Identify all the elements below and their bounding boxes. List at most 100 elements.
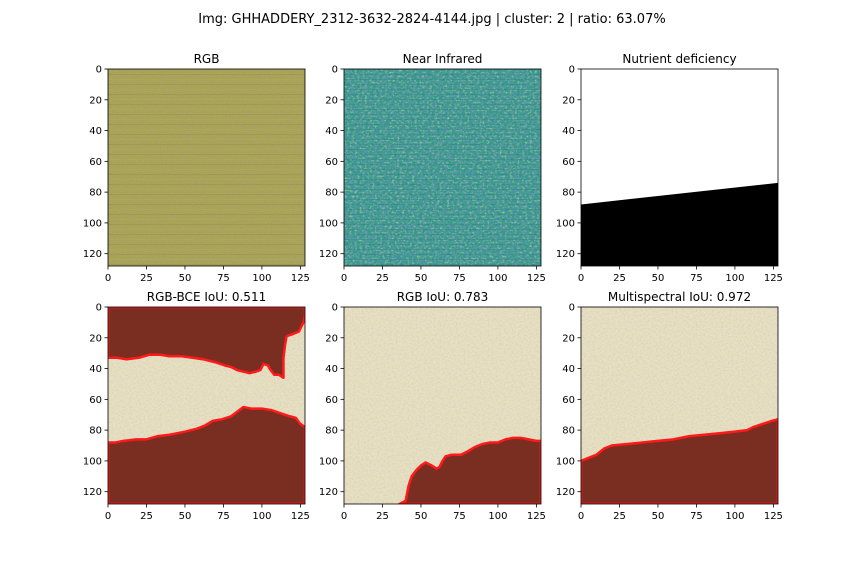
y-tick-label: 60: [562, 157, 575, 168]
y-tick-label: 60: [89, 157, 102, 168]
panel-image: [108, 307, 305, 504]
x-tick-label: 75: [453, 511, 466, 522]
y-tick-label: 20: [89, 333, 102, 344]
y-tick-label: 100: [319, 456, 338, 467]
y-tick-label: 80: [562, 426, 575, 437]
panel-3: Nutrient deficiency 0 25 50 75 100 125 0 20 40 60 8…: [556, 52, 783, 284]
figure-title: Img: GHHADDERY_2312-3632-2824-4144.jpg |…: [198, 12, 665, 27]
axes-frame: [343, 68, 542, 267]
y-tick-label: 0: [332, 303, 338, 314]
x-tick-label: 125: [291, 511, 310, 522]
y-tick-label: 20: [562, 333, 575, 344]
x-tick-label: 0: [578, 511, 584, 522]
y-tick-label: 60: [89, 395, 102, 406]
x-tick-label: 50: [179, 511, 192, 522]
axes-frame: [107, 68, 306, 267]
x-tick-label: 25: [613, 511, 626, 522]
y-tick-label: 40: [325, 364, 338, 375]
x-tick-label: 125: [764, 511, 783, 522]
predicted-region: [398, 436, 541, 504]
x-tick-label: 25: [613, 273, 626, 284]
deficiency-region: [581, 182, 778, 266]
panel-4: RGB-BCE IoU: 0.511 0 25 50 75 100 125 0 20 40 60 80…: [83, 290, 310, 522]
x-tick-label: 125: [527, 273, 546, 284]
y-tick-label: 80: [562, 188, 575, 199]
y-tick-label: 0: [96, 303, 102, 314]
x-tick-label: 25: [140, 511, 153, 522]
y-tick-label: 120: [556, 249, 575, 260]
y-tick-label: 120: [83, 249, 102, 260]
x-tick-label: 100: [488, 511, 507, 522]
y-tick-label: 100: [83, 218, 102, 229]
panel-6: Multispectral IoU: 0.972 0 25 50 75 100 125 0 20…: [556, 290, 783, 522]
y-tick-label: 120: [319, 487, 338, 498]
panel-title: RGB: [194, 52, 220, 66]
y-tick-label: 0: [332, 65, 338, 76]
x-tick-label: 0: [341, 511, 347, 522]
y-tick-label: 40: [562, 126, 575, 137]
y-tick-label: 40: [89, 126, 102, 137]
x-tick-label: 50: [652, 273, 665, 284]
y-tick-label: 40: [89, 364, 102, 375]
x-tick-label: 100: [488, 273, 507, 284]
y-tick-label: 40: [562, 364, 575, 375]
panel-image: [581, 69, 778, 266]
x-tick-label: 50: [415, 511, 428, 522]
panel-title: Multispectral IoU: 0.972: [608, 290, 751, 304]
y-tick-label: 100: [556, 218, 575, 229]
y-tick-label: 80: [89, 426, 102, 437]
x-tick-label: 0: [105, 511, 111, 522]
predicted-region: [108, 405, 305, 504]
x-tick-label: 25: [376, 511, 389, 522]
y-tick-label: 100: [556, 456, 575, 467]
panel-2: Near Infrared 0 25 50 75 100 125 0 20 40 60 80 100 12…: [319, 52, 546, 284]
x-tick-label: 25: [140, 273, 153, 284]
x-tick-label: 0: [105, 273, 111, 284]
y-tick-label: 100: [83, 456, 102, 467]
axes-frame: [343, 306, 542, 505]
panel-title: RGB IoU: 0.783: [397, 290, 489, 304]
predicted-region: [581, 418, 778, 504]
x-tick-label: 100: [252, 273, 271, 284]
panel-5: RGB IoU: 0.783 0 25 50 75 100 125 0 20 40 60 80 100 1…: [319, 290, 546, 522]
x-tick-label: 75: [217, 273, 230, 284]
y-tick-label: 80: [325, 188, 338, 199]
x-tick-label: 50: [652, 511, 665, 522]
panel-image: [344, 307, 541, 504]
x-tick-label: 75: [217, 511, 230, 522]
panel-image: [581, 307, 778, 504]
predicted-region: [108, 307, 305, 380]
y-tick-label: 20: [562, 95, 575, 106]
y-tick-label: 120: [556, 487, 575, 498]
y-tick-label: 120: [83, 487, 102, 498]
y-tick-label: 0: [569, 303, 575, 314]
axes-frame: [580, 68, 779, 267]
x-tick-label: 125: [527, 511, 546, 522]
y-tick-label: 60: [325, 395, 338, 406]
x-tick-label: 25: [376, 273, 389, 284]
y-tick-label: 20: [325, 95, 338, 106]
panel-title: Nutrient deficiency: [622, 52, 736, 66]
panel-image: [344, 69, 541, 266]
x-tick-label: 100: [725, 273, 744, 284]
x-tick-label: 50: [179, 273, 192, 284]
y-tick-label: 80: [89, 188, 102, 199]
x-tick-label: 0: [341, 273, 347, 284]
x-tick-label: 125: [764, 273, 783, 284]
y-tick-label: 0: [569, 65, 575, 76]
x-tick-label: 100: [725, 511, 744, 522]
y-tick-label: 120: [319, 249, 338, 260]
panel-1: RGB 0 25 50 75 100 125 0 20 40 60 80 100 120: [83, 52, 310, 284]
y-tick-label: 20: [89, 95, 102, 106]
y-tick-label: 100: [319, 218, 338, 229]
panel-image: [108, 69, 305, 266]
x-tick-label: 50: [415, 273, 428, 284]
x-tick-label: 75: [690, 511, 703, 522]
y-tick-label: 0: [96, 65, 102, 76]
y-tick-label: 80: [325, 426, 338, 437]
x-tick-label: 0: [578, 273, 584, 284]
x-tick-label: 100: [252, 511, 271, 522]
x-tick-label: 75: [690, 273, 703, 284]
panel-title: RGB-BCE IoU: 0.511: [147, 290, 266, 304]
x-tick-label: 75: [453, 273, 466, 284]
